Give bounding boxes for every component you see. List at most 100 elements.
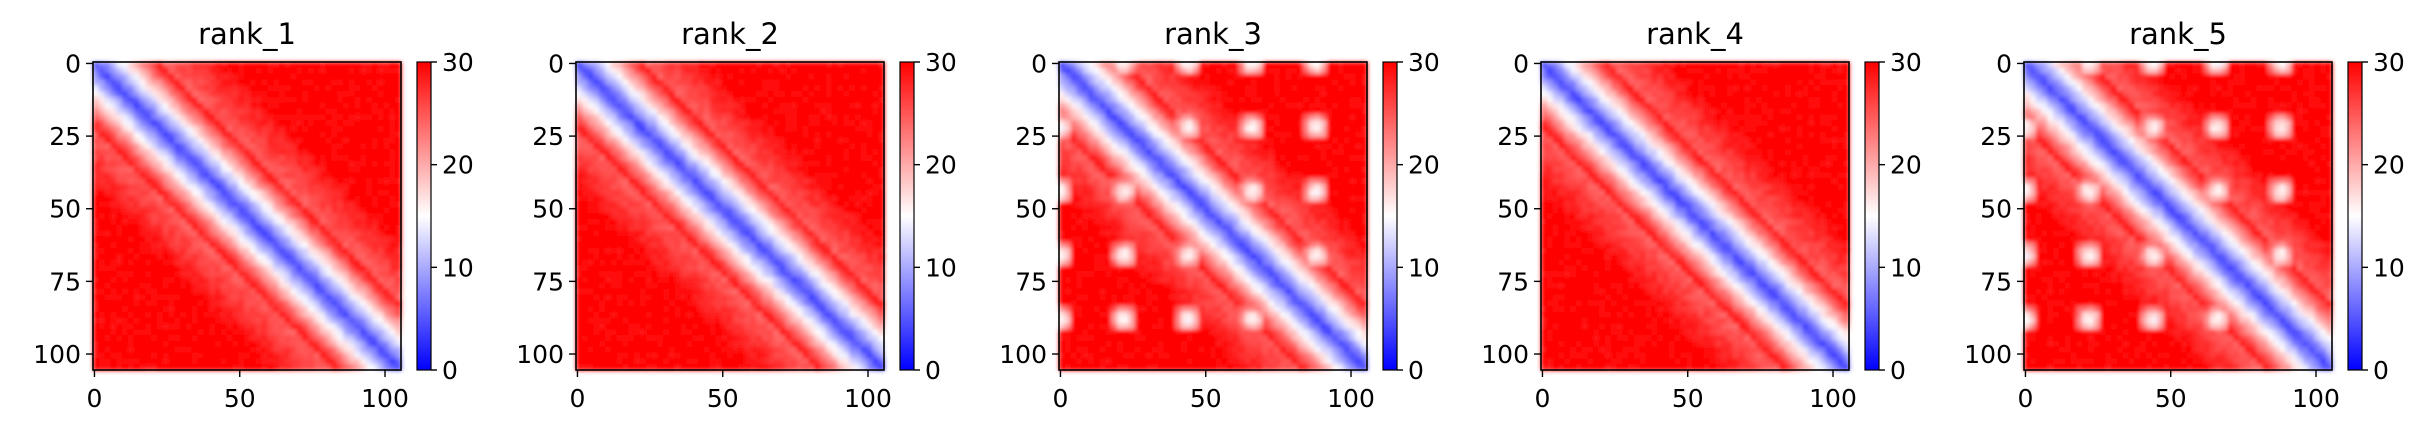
heatmap-cell	[267, 300, 274, 307]
heatmap-cell	[348, 67, 356, 75]
heatmap-cell	[296, 166, 303, 174]
heatmap-cell	[249, 242, 257, 249]
heatmap-cell	[698, 207, 705, 214]
heatmap-cell	[104, 340, 112, 348]
heatmap-cell	[145, 218, 152, 226]
heatmap-cell	[785, 247, 792, 255]
heatmap-cell	[599, 73, 606, 81]
heatmap-cell	[727, 137, 734, 144]
heatmap-cell	[657, 277, 664, 284]
heatmap-cell	[168, 137, 175, 144]
heatmap-cell	[203, 79, 210, 86]
heatmap-cell	[605, 271, 612, 278]
heatmap-cell	[191, 300, 199, 307]
heatmap-cell	[261, 300, 268, 307]
heatmap-cell	[296, 306, 303, 313]
heatmap-cell	[389, 195, 396, 203]
heatmap-cell	[284, 143, 292, 150]
heatmap-cell	[267, 201, 274, 208]
heatmap-cell	[203, 230, 210, 237]
heatmap-cell	[93, 323, 100, 330]
heatmap-cell	[185, 96, 193, 104]
heatmap-cell	[110, 79, 117, 86]
heatmap-cell	[360, 201, 367, 208]
heatmap-cell	[220, 125, 228, 133]
heatmap-cell	[383, 236, 390, 243]
heatmap-cell	[185, 143, 193, 150]
heatmap-cell	[180, 224, 187, 232]
heatmap-cell	[738, 73, 746, 81]
heatmap-cell	[872, 154, 879, 162]
heatmap-cell	[866, 201, 873, 208]
heatmap-cell	[220, 247, 228, 255]
heatmap-cell	[599, 288, 606, 296]
heatmap-cell	[843, 120, 850, 127]
heatmap-cell	[151, 108, 158, 115]
heatmap-cell	[727, 172, 734, 179]
heatmap-cell	[93, 294, 100, 301]
heatmap-cell	[337, 154, 344, 162]
y-tick-label: 75	[49, 267, 81, 296]
heatmap-cell	[773, 218, 780, 226]
heatmap-cell	[139, 79, 146, 86]
heatmap-cell	[104, 259, 112, 266]
plot-frame	[92, 61, 402, 371]
heatmap-cell	[587, 114, 595, 121]
heatmap-cell	[185, 311, 193, 319]
heatmap-cell	[209, 236, 216, 243]
heatmap-cell	[296, 67, 303, 75]
heatmap-cell	[220, 323, 228, 330]
heatmap-cell	[371, 311, 379, 319]
heatmap-cell	[599, 108, 606, 115]
heatmap-cell	[174, 242, 181, 249]
heatmap-cell	[779, 143, 786, 150]
heatmap-cell	[802, 120, 810, 127]
heatmap-cell	[814, 247, 821, 255]
heatmap-cell	[331, 271, 338, 278]
heatmap-cell	[767, 73, 775, 81]
heatmap-cell	[581, 79, 589, 86]
heatmap-cell	[313, 79, 321, 86]
heatmap-cell	[756, 166, 763, 174]
heatmap-cell	[209, 329, 216, 336]
heatmap-cell	[238, 160, 245, 168]
heatmap-cell	[831, 91, 839, 98]
heatmap-cell	[779, 137, 786, 144]
heatmap-cell	[727, 224, 734, 232]
heatmap-cell	[709, 73, 717, 81]
heatmap-cell	[354, 91, 361, 98]
heatmap-cell	[645, 178, 653, 185]
heatmap-cell	[831, 154, 839, 162]
heatmap-cell	[668, 265, 676, 272]
heatmap-cell	[709, 102, 717, 110]
heatmap-cell	[715, 73, 722, 81]
heatmap-cell	[849, 108, 856, 115]
heatmap-cell	[122, 73, 129, 81]
heatmap-cell	[185, 247, 193, 255]
heatmap-cell	[337, 85, 344, 92]
heatmap-cell	[151, 306, 158, 313]
heatmap-cell	[383, 340, 390, 348]
heatmap-cell	[843, 108, 850, 115]
heatmap-cell	[715, 207, 722, 214]
heatmap-cell	[587, 259, 595, 266]
heatmap-cell	[872, 259, 879, 266]
heatmap-cell	[302, 323, 309, 330]
heatmap-cell	[674, 218, 682, 226]
heatmap-cell	[110, 311, 117, 319]
heatmap-cell	[313, 306, 321, 313]
heatmap-cell	[872, 271, 879, 278]
heatmap-cell	[325, 184, 332, 191]
heatmap-cell	[116, 236, 123, 243]
heatmap-cell	[692, 143, 699, 150]
heatmap-cell	[337, 67, 344, 75]
heatmap-cell	[767, 137, 775, 144]
heatmap-cell	[197, 311, 205, 319]
heatmap-cell	[366, 364, 373, 371]
heatmap-cell	[605, 62, 612, 69]
heatmap-cell	[238, 300, 245, 307]
heatmap-cell	[191, 311, 199, 319]
heatmap-cell	[151, 340, 158, 348]
heatmap-cell	[168, 277, 175, 284]
heatmap-cell	[814, 236, 821, 243]
